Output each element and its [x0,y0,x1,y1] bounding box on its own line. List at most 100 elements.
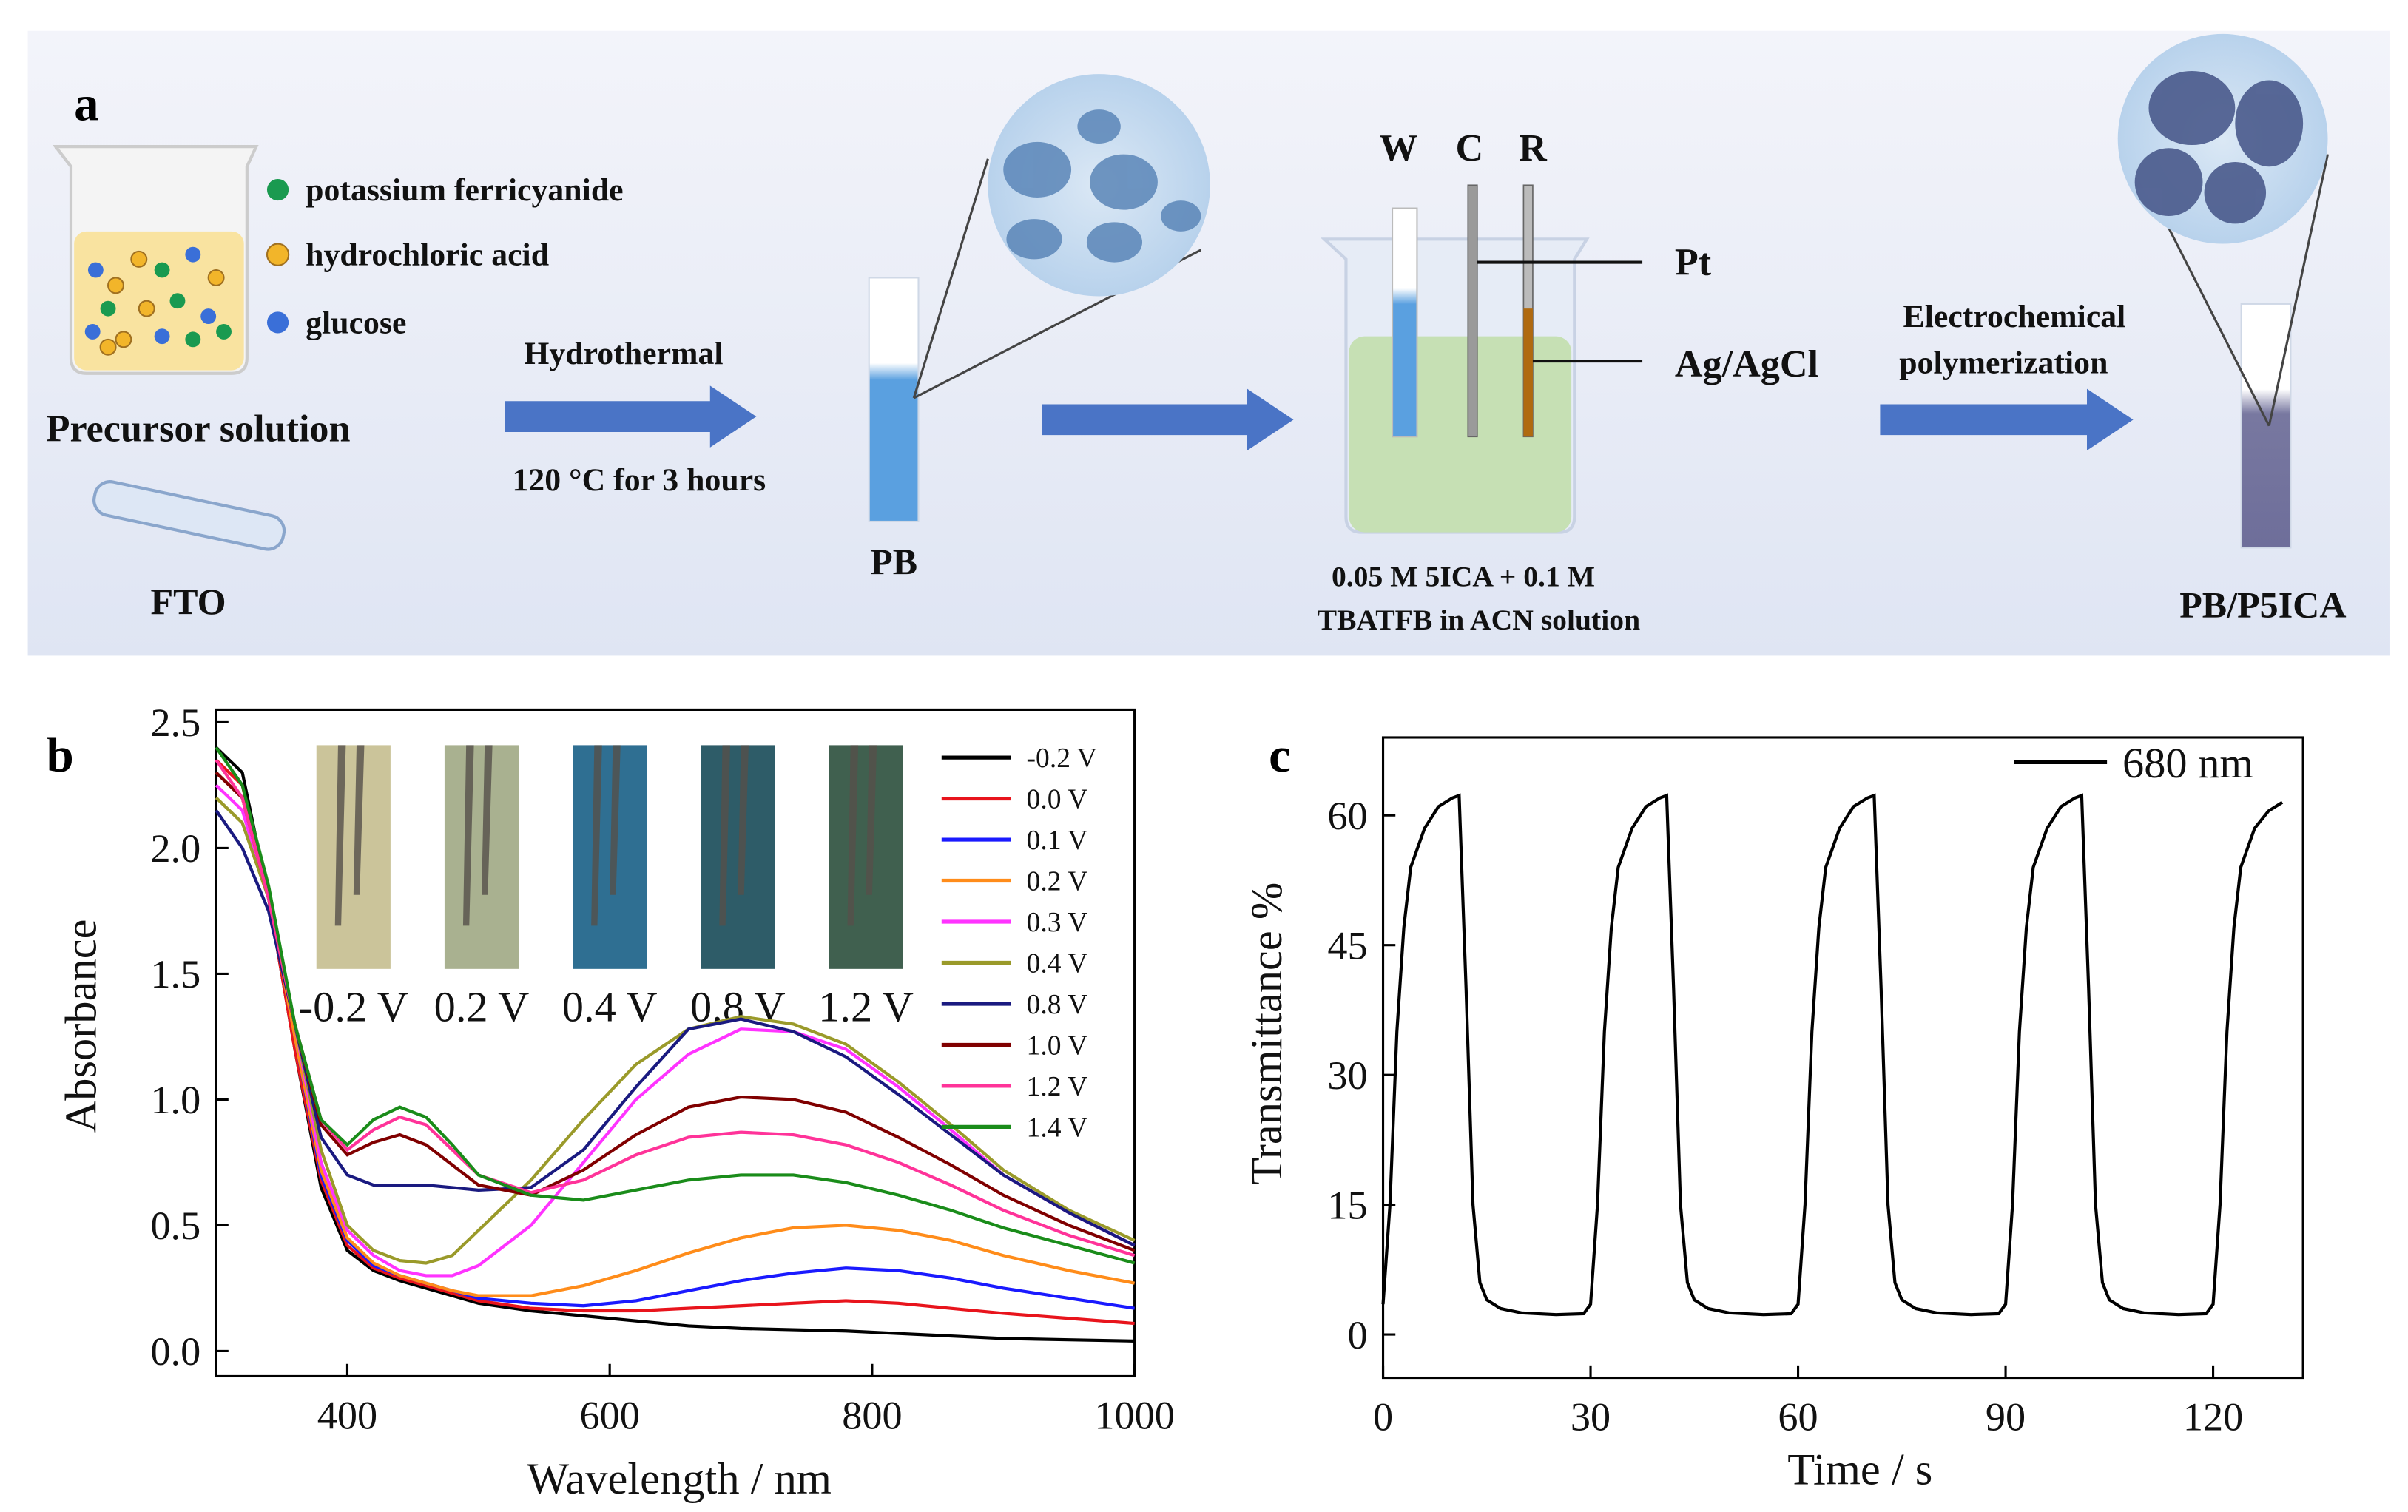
annotation: 0.2 V [434,983,530,1031]
y-tick-label: 0 [1348,1313,1368,1357]
legend-dot [266,243,290,266]
data-line [215,809,1136,1247]
electrode-label: W [1379,127,1417,169]
electrode-label: R [1519,127,1548,169]
legend-label: 0.8 V [1027,990,1088,1020]
legend-label: 1.2 V [1027,1072,1088,1102]
panel-label: a [74,78,98,132]
label: TBATFB in ACN solution [1318,604,1640,636]
label: PB/P5ICA [2179,584,2346,625]
precursor-liquid [74,231,244,371]
label: Pt [1675,241,1712,283]
step-label: Hydrothermal [524,336,723,371]
x-tick-label: 0 [1373,1394,1393,1439]
chart: 0 30 60 90 120 0 15 30 45 60 c Time / s Transmittanc… [1242,729,2304,1494]
electrolyte [1349,336,1572,533]
panel-label: c [1269,729,1291,783]
particles [2134,70,2304,224]
y-tick-label: 60 [1327,794,1367,838]
inset-electrode [847,745,877,926]
legend-text: glucose [306,306,406,341]
y-tick-label: 2.0 [150,826,200,871]
y-tick-label: 15 [1327,1183,1367,1227]
legend-label: 0.4 V [1027,949,1088,979]
inset-electrode [462,745,493,926]
y-tick-label: 30 [1327,1053,1367,1098]
x-axis-label: Wavelength / nm [527,1454,832,1504]
label: FTO [151,581,226,622]
y-tick-label: 2.5 [150,701,200,745]
inset-photo [316,745,391,969]
y-tick-label: 0.0 [150,1329,200,1374]
legend-label: -0.2 V [1027,743,1097,774]
step-label: 120 °C for 3 hours [512,462,766,498]
inset-electrode [334,745,365,926]
panel-background [27,30,2390,656]
legend-label: 1.0 V [1027,1031,1088,1062]
legend-text: hydrochloric acid [306,237,549,273]
x-tick-label: 1000 [1094,1393,1174,1437]
step-label: polymerization [1899,345,2108,381]
step-label: Electrochemical [1903,299,2126,334]
inset-electrode [719,745,749,926]
particles [1003,109,1201,263]
data-line [215,746,1136,1265]
working-electrode [1392,207,1418,438]
arrow [505,385,757,448]
legend-dot [266,311,289,334]
legend-label: 0.0 V [1027,785,1088,815]
data-line [1381,793,2284,1317]
y-tick-label: 45 [1327,923,1367,968]
label: Ag/AgCl [1675,343,1818,385]
x-tick-label: 800 [842,1393,902,1437]
inset-electrode [591,745,621,926]
electrode-pb [868,277,920,523]
arrow [1042,388,1294,451]
legend-text: potassium ferricyanide [306,172,624,208]
legend-label: 1.4 V [1027,1113,1088,1144]
panel-label: b [47,729,74,783]
fto-glass [92,480,286,551]
label: 0.05 M 5ICA + 0.1 M [1332,561,1595,593]
y-tick-label: 1.5 [150,952,200,996]
x-tick-label: 120 [2183,1394,2243,1439]
data-line [215,771,1135,1297]
electrode-label: C [1456,127,1484,169]
reference-wire [1523,308,1533,437]
legend-label: 0.1 V [1027,826,1088,856]
y-axis-label: Absorbance [56,919,106,1133]
legend-label: 0.3 V [1027,908,1088,938]
label: Precursor solution [47,408,351,450]
y-tick-label: 0.5 [150,1204,200,1248]
data-line [215,783,1136,1278]
plot-frame [215,708,1136,1378]
zoom-line [2154,200,2270,427]
inset-photo [573,745,647,969]
x-tick-label: 400 [317,1393,377,1437]
inset-photo [829,745,903,969]
plot-frame [1381,736,2304,1380]
annotation: -0.2 V [299,983,408,1031]
legend-dot [266,178,289,201]
schematic: a potassium ferricyanide hydrochloric ac… [27,30,2390,656]
annotation: 1.2 V [818,983,914,1031]
inset-photo [701,745,775,969]
x-tick-label: 60 [1778,1394,1818,1439]
inset-photo [444,745,519,969]
annotation: 0.4 V [562,983,658,1031]
legend-label: 0.2 V [1027,867,1088,897]
annotation: 0.8 V [690,983,786,1031]
zoom-line [2267,154,2330,426]
data-line [215,796,1136,1265]
label: PB [870,541,917,582]
arrow [1880,388,2134,451]
x-tick-label: 600 [580,1393,640,1437]
y-tick-label: 1.0 [150,1078,200,1122]
chart: 400 600 800 1000 0.0 0.5 1.0 1.5 2.0 2.5 b Waveleng… [47,701,1175,1504]
molecules [84,246,232,356]
legend-label: 680 nm [2122,739,2253,787]
x-tick-label: 30 [1571,1394,1611,1439]
y-axis-label: Transmittance % [1242,882,1292,1185]
x-axis-label: Time / s [1787,1445,1932,1494]
